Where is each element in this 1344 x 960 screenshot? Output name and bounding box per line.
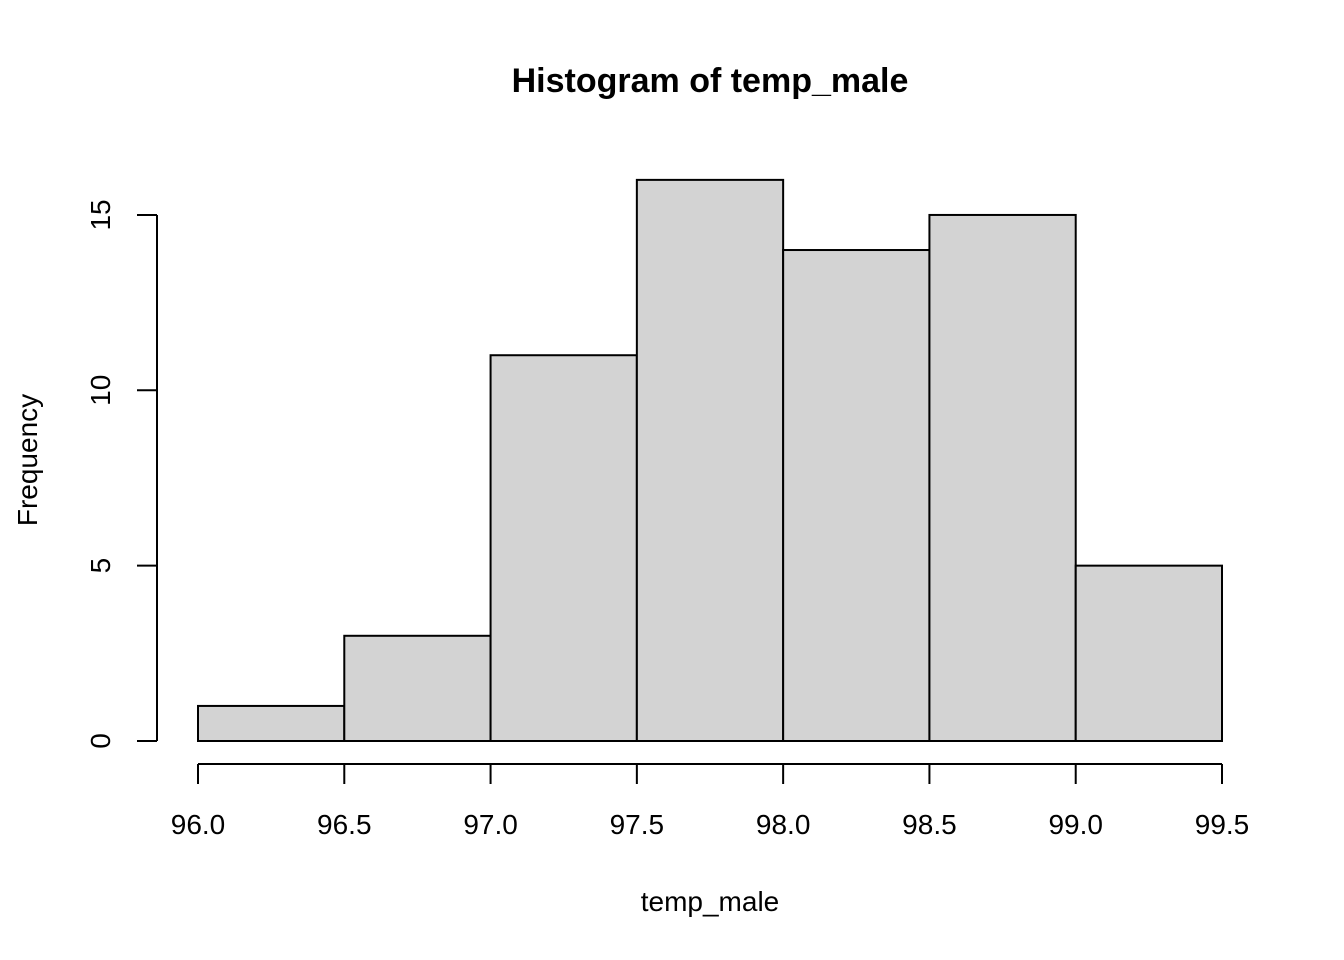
histogram-bar-4 xyxy=(782,249,931,743)
y-tick-label-0: 0 xyxy=(85,733,116,749)
bars-group xyxy=(197,178,1223,743)
y-tick-label-3: 15 xyxy=(85,199,116,230)
y-tick-label-1: 5 xyxy=(85,558,116,574)
x-tick-label-1: 96.5 xyxy=(317,809,372,840)
y-tick-label-2: 10 xyxy=(85,375,116,406)
histogram-bar-2 xyxy=(489,354,638,742)
x-tick-label-5: 98.5 xyxy=(902,809,957,840)
x-tick-label-4: 98.0 xyxy=(756,809,811,840)
x-tick-label-6: 99.0 xyxy=(1048,809,1103,840)
x-tick-label-7: 99.5 xyxy=(1195,809,1250,840)
y-axis-label: Frequency xyxy=(12,394,43,526)
histogram-bar-6 xyxy=(1074,564,1223,743)
x-tick-label-2: 97.0 xyxy=(463,809,518,840)
x-tick-label-0: 96.0 xyxy=(171,809,226,840)
x-axis: 96.0 96.5 97.0 97.5 98.0 98.5 99.0 99.5 xyxy=(171,763,1250,840)
histogram-bar-0 xyxy=(197,704,346,742)
histogram-bar-1 xyxy=(343,634,492,742)
x-tick-label-3: 97.5 xyxy=(610,809,665,840)
histogram-bar-3 xyxy=(635,178,785,742)
y-axis: 0 5 10 15 xyxy=(85,199,158,749)
x-axis-label: temp_male xyxy=(641,886,780,917)
histogram-bar-5 xyxy=(928,213,1077,742)
chart-title: Histogram of temp_male xyxy=(512,62,909,100)
